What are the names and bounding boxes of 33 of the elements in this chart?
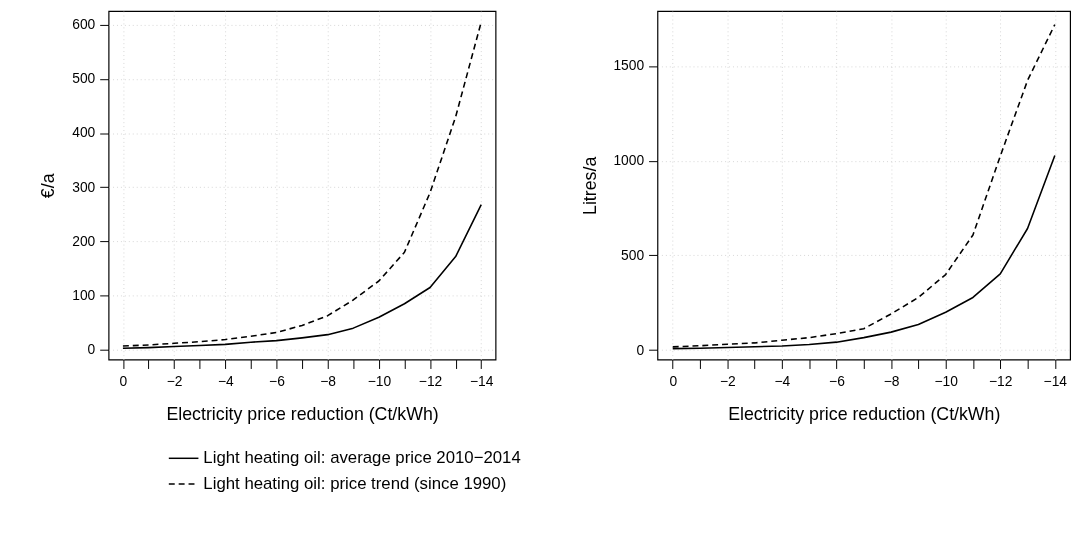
y-axis-title: €/a [38,173,59,199]
y-tick-label: 400 [72,124,96,141]
y-tick-label: 200 [72,232,96,249]
x-tick-label: 0 [669,372,678,389]
x-axis-title: Electricity price reduction (Ct/kWh) [728,404,1001,425]
y-tick-label: 600 [72,16,96,33]
x-tick-label: −8 [320,372,337,389]
x-tick-label: −10 [934,372,959,389]
y-tick-label: 500 [621,246,645,263]
x-tick-label: −4 [774,372,791,389]
legend-label: Light heating oil: price trend (since 1990) [203,473,507,493]
y-tick-label: 100 [72,287,96,304]
x-tick-label: −2 [719,372,736,389]
legend-label: Light heating oil: average price 2010−2014 [203,448,521,468]
y-tick-label: 1500 [613,57,645,74]
y-tick-label: 0 [636,341,645,358]
x-tick-label: −12 [418,372,443,389]
x-tick-label: −6 [269,372,286,389]
x-tick-label: −2 [166,372,183,389]
x-tick-label: −8 [883,372,900,389]
y-tick-label: 500 [72,70,96,87]
x-tick-label: −10 [367,372,392,389]
y-axis-title: Litres/a [579,156,600,215]
x-tick-label: −12 [989,372,1013,389]
y-tick-label: 0 [87,341,96,358]
y-tick-label: 1000 [613,152,645,169]
x-tick-label: −4 [217,372,234,389]
x-tick-label: −14 [1043,372,1068,389]
x-tick-label: −6 [829,372,846,389]
x-axis-title: Electricity price reduction (Ct/kWh) [166,404,439,425]
y-tick-label: 300 [72,178,96,195]
x-tick-label: −14 [470,372,494,389]
x-tick-label: 0 [119,372,128,389]
